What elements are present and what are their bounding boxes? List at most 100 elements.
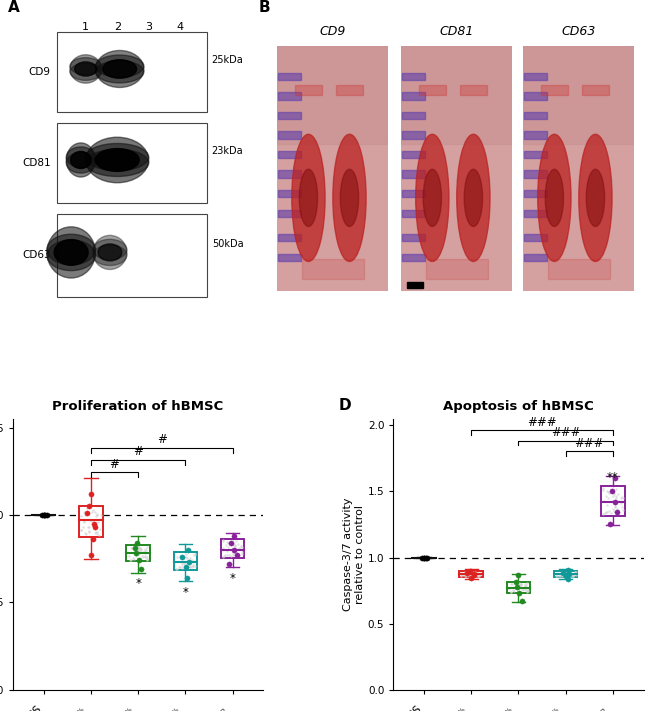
Ellipse shape	[66, 147, 96, 167]
Point	[411, 552, 422, 563]
Point	[220, 550, 231, 561]
Point	[125, 555, 135, 566]
Text: 3: 3	[145, 22, 152, 32]
Point	[38, 509, 49, 520]
Point	[124, 550, 134, 561]
Point	[235, 544, 246, 555]
Point	[94, 523, 105, 535]
Point	[96, 509, 106, 520]
Point	[136, 563, 146, 574]
Point	[219, 550, 229, 562]
Ellipse shape	[86, 144, 149, 171]
Point	[177, 557, 187, 569]
Point	[505, 586, 515, 597]
Point	[569, 567, 580, 578]
Point	[612, 503, 622, 515]
Point	[410, 552, 421, 563]
Point	[190, 560, 201, 572]
Point	[469, 568, 480, 579]
Point	[610, 492, 621, 503]
Ellipse shape	[70, 55, 101, 83]
Point	[185, 561, 195, 572]
Point	[609, 488, 619, 500]
Point	[421, 552, 432, 563]
Point	[228, 549, 239, 560]
Point	[567, 570, 578, 582]
Point	[91, 510, 101, 521]
Point	[93, 516, 103, 528]
Point	[602, 506, 612, 518]
Text: CD81: CD81	[439, 25, 474, 38]
Point	[428, 552, 439, 563]
Ellipse shape	[93, 240, 127, 260]
Point	[84, 521, 95, 533]
Point	[514, 582, 524, 594]
Point	[423, 552, 434, 563]
Point	[90, 507, 100, 518]
Text: CD9: CD9	[29, 67, 51, 77]
Point	[181, 562, 191, 573]
Point	[142, 554, 152, 565]
Point	[134, 543, 144, 555]
Text: FCS$^{depl-uc-50\%}$: FCS$^{depl-uc-50\%}$	[452, 705, 519, 711]
Point	[185, 552, 196, 564]
Point	[231, 535, 241, 546]
Point	[476, 568, 486, 579]
Point	[421, 552, 432, 563]
Point	[412, 552, 423, 563]
Point	[46, 509, 57, 520]
Point	[177, 560, 187, 571]
Ellipse shape	[96, 60, 144, 83]
Text: FCS$^{depl-uc-50\%}$: FCS$^{depl-uc-50\%}$	[72, 705, 138, 711]
Point	[92, 526, 103, 538]
Text: FCS$^{depl-com}$: FCS$^{depl-com}$	[179, 705, 233, 711]
Point	[506, 578, 517, 589]
Point	[84, 526, 94, 538]
Point	[181, 548, 192, 560]
Point	[558, 567, 568, 579]
Point	[424, 552, 434, 563]
Point	[140, 545, 151, 556]
Point	[513, 579, 523, 591]
Point	[42, 509, 52, 520]
Point	[185, 560, 196, 572]
Point	[175, 561, 185, 572]
Point	[504, 583, 514, 594]
Point	[184, 557, 194, 568]
Point	[170, 563, 181, 574]
Point	[80, 527, 90, 538]
Point	[552, 567, 562, 579]
Point	[90, 521, 100, 533]
Point	[222, 550, 232, 561]
Point	[412, 552, 423, 563]
Ellipse shape	[47, 240, 96, 271]
Point	[88, 534, 98, 545]
Point	[228, 539, 239, 550]
Point	[40, 509, 51, 520]
Point	[36, 509, 47, 520]
Point	[92, 528, 103, 540]
Point	[218, 542, 229, 554]
FancyBboxPatch shape	[601, 486, 625, 516]
Text: 2: 2	[114, 22, 121, 32]
Point	[514, 580, 525, 592]
Point	[34, 509, 45, 520]
Point	[413, 552, 423, 563]
Point	[415, 552, 425, 563]
Point	[224, 538, 235, 549]
Point	[140, 550, 150, 562]
Point	[603, 486, 613, 497]
Point	[414, 552, 424, 563]
Point	[551, 569, 561, 580]
Point	[233, 538, 243, 550]
Point	[562, 566, 572, 577]
Point	[189, 550, 200, 561]
Ellipse shape	[54, 240, 88, 265]
Point	[229, 544, 240, 555]
Ellipse shape	[95, 149, 139, 171]
Point	[190, 548, 200, 560]
Point	[509, 585, 519, 597]
Text: #: #	[133, 445, 143, 459]
Point	[567, 568, 577, 579]
Point	[38, 509, 49, 520]
